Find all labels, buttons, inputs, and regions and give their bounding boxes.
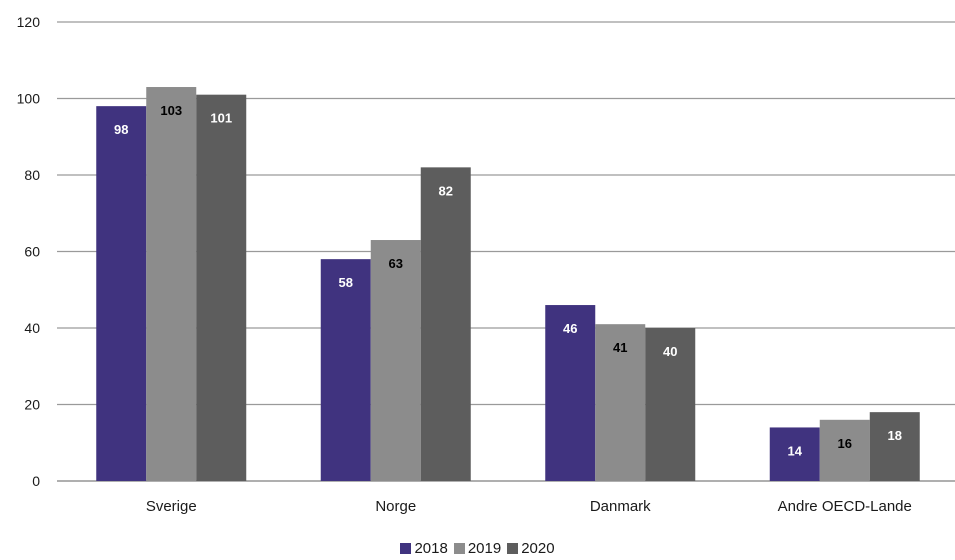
y-tick-label: 80	[24, 167, 40, 183]
legend-swatch	[400, 543, 412, 554]
y-axis-ticks: 0 20 40 60 80 100 120	[17, 14, 41, 489]
legend-label: 2018	[414, 540, 448, 557]
data-label: 103	[160, 103, 182, 118]
legend-label: 2019	[467, 540, 502, 557]
legend-swatch	[507, 543, 519, 554]
bar-2018-1	[320, 259, 371, 481]
legend-item-2019: 2019	[453, 540, 502, 557]
y-tick-label: 40	[24, 320, 40, 336]
legend: 2018 2019 2020	[0, 540, 955, 557]
data-label: 58	[339, 275, 353, 290]
bar-2019-3	[819, 419, 870, 481]
x-category-label: Danmark	[590, 498, 651, 515]
bar-2018-3	[769, 427, 820, 481]
x-category-label: Sverige	[146, 498, 197, 515]
y-tick-label: 60	[24, 244, 40, 260]
legend-label: 2020	[521, 540, 555, 557]
y-tick-label: 120	[17, 14, 41, 30]
legend-swatch	[453, 543, 465, 554]
data-label: 46	[563, 321, 577, 336]
data-label: 18	[888, 428, 902, 443]
data-label: 101	[210, 111, 232, 126]
data-label: 82	[439, 183, 453, 198]
x-category-label: Andre OECD-Lande	[778, 498, 912, 515]
bar-2019-2	[595, 324, 646, 481]
bar-2018-0	[96, 106, 147, 482]
data-label: 16	[838, 436, 852, 451]
y-tick-label: 0	[32, 473, 40, 489]
bar-2020-1	[420, 167, 471, 481]
x-category-label: Norge	[375, 498, 416, 515]
data-label: 63	[389, 256, 403, 271]
legend-item-2020: 2020	[507, 540, 555, 557]
bars	[96, 87, 920, 482]
data-labels: 98 103 101 58 63 82 46 41 40 14 16 18	[114, 103, 902, 458]
data-label: 14	[788, 443, 803, 458]
data-label: 98	[114, 122, 128, 137]
bar-2019-1	[370, 240, 421, 481]
bar-2018-2	[545, 305, 596, 481]
y-tick-label: 100	[17, 91, 41, 107]
bar-2020-3	[869, 412, 920, 481]
x-axis-categories: Sverige Norge Danmark Andre OECD-Lande	[146, 498, 912, 515]
data-label: 40	[663, 344, 677, 359]
bar-2020-0	[196, 94, 247, 482]
legend-item-2018: 2018	[400, 540, 448, 557]
bar-2020-2	[645, 328, 696, 481]
data-label: 41	[613, 340, 627, 355]
bar-chart: 0 20 40 60 80 100 120 98 103 101 58 63 82 46 41 40 14 16…	[17, 14, 955, 515]
bar-2019-0	[146, 87, 197, 482]
y-tick-label: 20	[24, 397, 40, 413]
